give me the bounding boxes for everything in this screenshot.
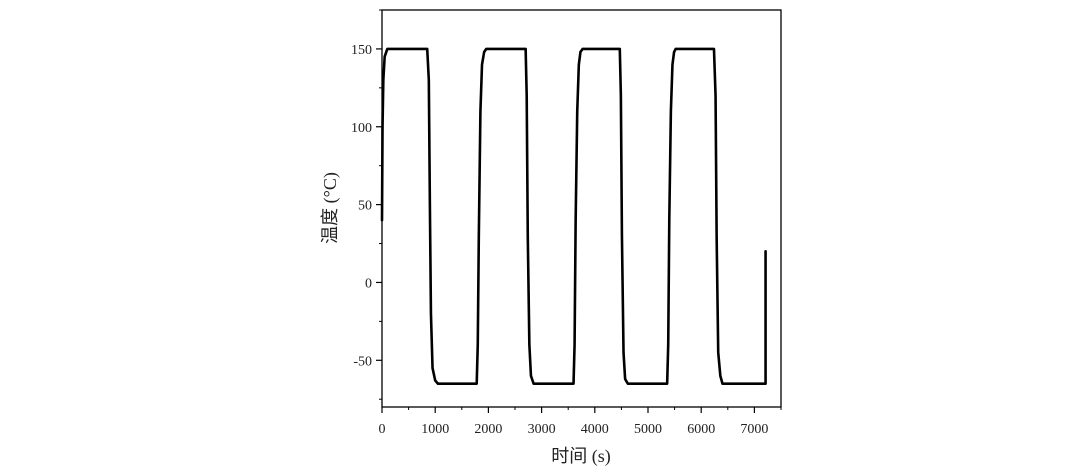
y-tick-label: 0 <box>365 276 372 291</box>
x-tick-label: 3000 <box>528 422 556 437</box>
y-tick-label: -50 <box>353 354 372 369</box>
y-tick-label: 150 <box>351 43 372 58</box>
y-tick-label: 100 <box>351 121 372 136</box>
x-tick-label: 0 <box>379 422 386 437</box>
y-tick-label: 50 <box>358 199 372 214</box>
temperature-series-line <box>380 47 767 385</box>
x-tick-label: 2000 <box>474 422 502 437</box>
x-axis-label: 时间 (s) <box>551 446 611 467</box>
y-axis-label: 温度 (°C) <box>320 172 341 244</box>
y-axis: -50 0 50 100 150 <box>351 9 382 400</box>
x-tick-label: 7000 <box>740 422 768 437</box>
x-tick-label: 4000 <box>581 422 609 437</box>
plot-frame <box>381 9 782 408</box>
x-axis: 0 1000 2000 3000 4000 5000 6000 7000 <box>379 407 782 437</box>
x-tick-label: 1000 <box>421 422 449 437</box>
x-tick-label: 6000 <box>687 422 715 437</box>
x-tick-label: 5000 <box>634 422 662 437</box>
